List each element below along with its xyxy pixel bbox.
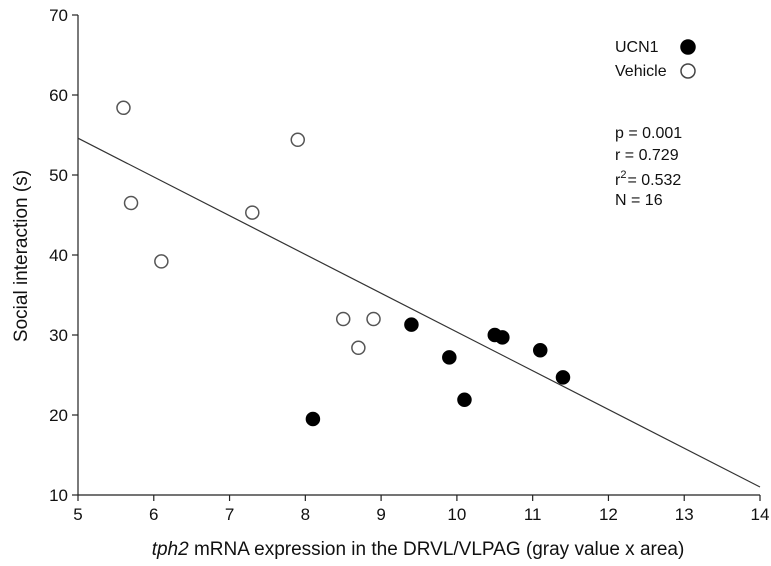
data-point-ucn1 — [555, 370, 571, 385]
y-tick-label: 40 — [49, 246, 68, 265]
x-tick-label: 14 — [751, 505, 770, 524]
x-tick-label: 8 — [301, 505, 310, 524]
data-point-ucn1 — [495, 330, 510, 345]
legend-marker-vehicle — [680, 63, 696, 79]
data-point-vehicle — [245, 205, 260, 220]
axis-ticks: 5 6 7 8 9 10 11 12 13 14 10 20 30 40 50 60 70 — [49, 6, 769, 524]
data-points — [116, 100, 571, 427]
data-point-vehicle — [351, 340, 366, 356]
x-tick-label: 9 — [376, 505, 385, 524]
y-tick-label: 30 — [49, 326, 68, 345]
regression-line-layer — [77, 137, 761, 488]
stat-r-squared-letter: r — [615, 172, 621, 189]
legend-label-vehicle: Vehicle — [615, 63, 667, 80]
data-point-ucn1 — [457, 392, 472, 408]
x-axis-title-italic: tph2 — [152, 539, 189, 560]
data-point-vehicle — [290, 132, 306, 148]
data-point-ucn1 — [532, 342, 548, 358]
y-axis-title: Social interaction (s) — [11, 170, 32, 342]
y-tick-label: 20 — [49, 406, 68, 425]
legend-marker-ucn1 — [680, 39, 696, 55]
stat-r-squared: r2= 0.532 — [615, 169, 681, 189]
x-tick-label: 12 — [599, 505, 618, 524]
y-tick-label: 50 — [49, 166, 68, 185]
data-point-vehicle — [366, 311, 381, 327]
y-tick-label: 70 — [49, 6, 68, 25]
data-point-vehicle — [123, 195, 139, 211]
x-axis-title-rest: mRNA expression in the DRVL/VLPAG (gray … — [189, 539, 685, 560]
stat-r-squared-value: = 0.532 — [627, 172, 681, 189]
x-tick-label: 10 — [447, 505, 466, 524]
data-point-ucn1 — [442, 350, 457, 365]
regression-line — [77, 137, 761, 488]
x-tick-label: 13 — [675, 505, 694, 524]
x-tick-label: 11 — [524, 505, 542, 524]
legend: UCN1 Vehicle — [615, 39, 696, 80]
x-tick-label: 7 — [225, 505, 234, 524]
legend-label-ucn1: UCN1 — [615, 39, 659, 56]
data-point-vehicle — [335, 311, 351, 327]
data-point-ucn1 — [305, 411, 321, 427]
x-tick-label: 6 — [149, 505, 158, 524]
stat-p-value: p = 0.001 — [615, 125, 682, 142]
x-tick-label: 5 — [73, 505, 82, 524]
stat-n-value: N = 16 — [615, 192, 663, 209]
statistics-box: p = 0.001 r = 0.729 r2= 0.532 N = 16 — [615, 125, 682, 209]
axes — [77, 15, 760, 496]
y-tick-label: 60 — [49, 86, 68, 105]
stat-r-value: r = 0.729 — [615, 147, 679, 164]
data-point-ucn1 — [404, 317, 419, 332]
x-axis-title: tph2 mRNA expression in the DRVL/VLPAG (… — [152, 539, 685, 560]
stat-r-squared-exponent: 2 — [620, 169, 626, 181]
data-point-vehicle — [154, 254, 169, 269]
y-tick-label: 10 — [49, 486, 68, 505]
data-point-vehicle — [116, 100, 131, 116]
